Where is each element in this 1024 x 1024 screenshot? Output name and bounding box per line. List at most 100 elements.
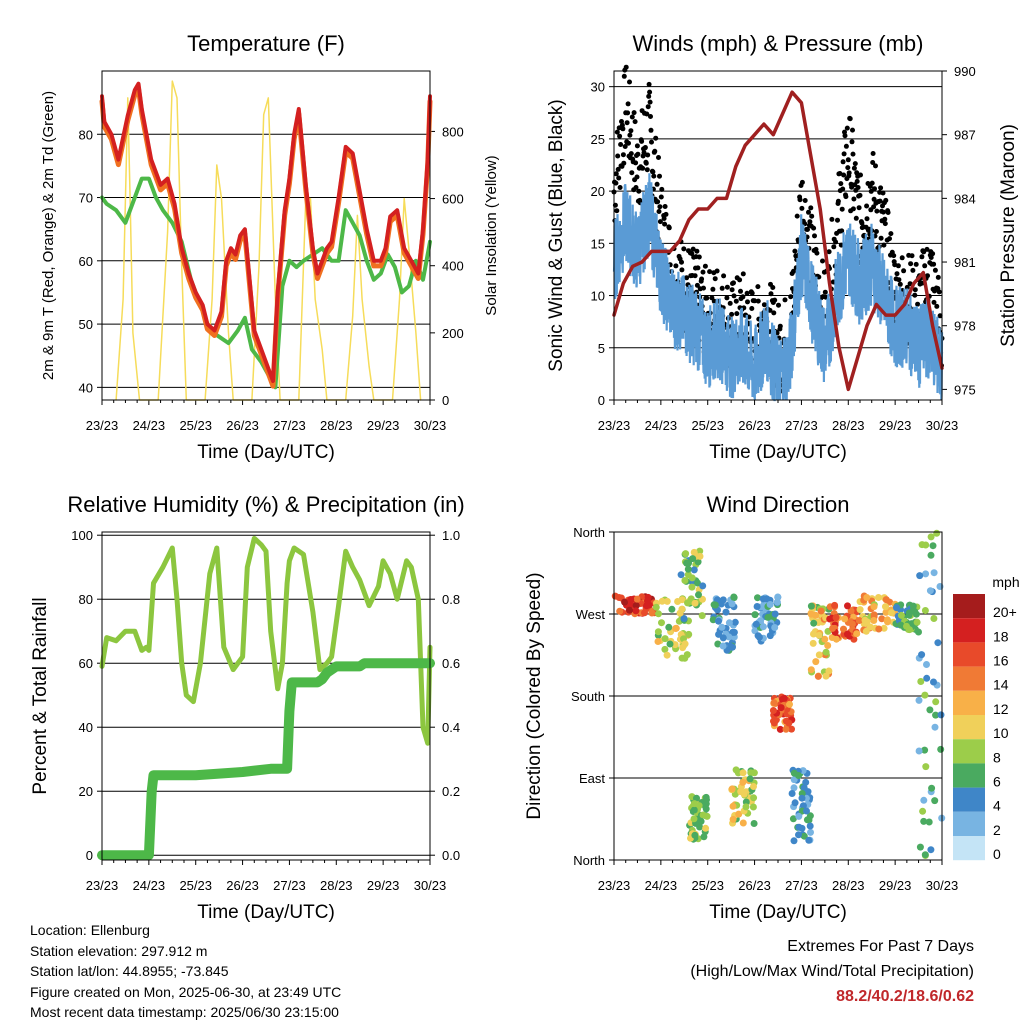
direction-point <box>681 640 689 648</box>
y-axis-label: Sonic Wind & Gust (Blue, Black) <box>546 99 567 371</box>
direction-point <box>916 572 924 580</box>
direction-point <box>897 621 905 629</box>
y2-tick-label: 200 <box>442 326 464 341</box>
direction-point <box>715 617 722 625</box>
direction-point <box>807 828 814 836</box>
x-axis-label: Time (Day/UTC) <box>709 902 847 923</box>
gust-point <box>871 196 877 202</box>
direction-point <box>754 594 761 602</box>
x-tick-label: 27/23 <box>273 418 306 433</box>
gust-point <box>855 185 861 190</box>
direction-point <box>694 579 701 587</box>
recent-data-timestamp: Most recent data timestamp: 2025/06/30 2… <box>30 1004 339 1020</box>
gust-point <box>733 298 739 304</box>
direction-point <box>722 608 730 616</box>
gust-point <box>859 220 865 226</box>
temp9m-line <box>99 86 433 389</box>
direction-point <box>671 641 679 649</box>
direction-point <box>844 602 851 610</box>
direction-point <box>691 599 699 607</box>
direction-point <box>810 619 818 627</box>
chart-title: Relative Humidity (%) & Precipitation (i… <box>67 492 464 517</box>
gust-point <box>619 119 624 124</box>
gust-point <box>845 165 851 171</box>
direction-point <box>915 747 923 755</box>
gust-point <box>648 127 654 133</box>
gust-point <box>856 205 862 211</box>
direction-point <box>923 661 930 668</box>
gust-point <box>666 225 672 231</box>
gust-point <box>621 160 627 166</box>
gust-point <box>658 194 664 200</box>
direction-point <box>684 565 692 573</box>
gust-point <box>835 198 841 204</box>
gust-point <box>882 221 888 227</box>
gust-point <box>853 215 859 221</box>
direction-point <box>911 608 919 615</box>
gust-point <box>628 128 634 134</box>
direction-point <box>696 547 704 555</box>
legend-swatch <box>953 666 985 691</box>
gust-point <box>694 248 700 254</box>
gust-point <box>880 190 886 196</box>
gust-point <box>812 233 817 239</box>
direction-point <box>753 603 761 610</box>
direction-point <box>817 607 825 615</box>
direction-point <box>678 654 686 662</box>
direction-point <box>795 823 803 831</box>
gust-point <box>613 171 619 177</box>
gust-point <box>690 246 696 252</box>
gust-point <box>849 139 855 145</box>
direction-point <box>932 711 940 719</box>
direction-point <box>703 796 710 804</box>
gust-point <box>659 186 665 192</box>
x-tick-label: 24/23 <box>645 878 678 893</box>
x-tick-label: 23/23 <box>86 418 119 433</box>
direction-point <box>934 639 942 647</box>
gust-point <box>843 143 849 149</box>
gust-point <box>745 299 750 305</box>
gust-point <box>908 261 914 267</box>
gust-point <box>719 285 725 291</box>
direction-point <box>689 555 697 563</box>
direction-point <box>731 618 739 626</box>
x-tick-label: 26/23 <box>738 418 771 433</box>
gust-point <box>864 203 870 209</box>
direction-point <box>746 775 754 783</box>
direction-point <box>739 819 747 827</box>
gust-point <box>887 236 892 242</box>
y-axis-label: Percent & Total Rainfall <box>30 597 51 794</box>
gust-point <box>653 135 659 141</box>
direction-point <box>931 797 939 805</box>
direction-point <box>815 631 823 639</box>
gust-point <box>788 294 794 300</box>
gust-point <box>910 267 916 273</box>
direction-point <box>803 816 811 824</box>
gust-point <box>755 284 761 290</box>
direction-point <box>709 616 717 624</box>
gust-point <box>636 188 642 194</box>
legend-label: 8 <box>993 749 1001 765</box>
station-elevation: Station elevation: 297.912 m <box>30 942 208 959</box>
direction-point <box>665 623 673 631</box>
gust-point <box>776 302 781 308</box>
direction-point <box>847 607 855 615</box>
gust-point <box>811 225 817 231</box>
direction-point <box>714 640 722 648</box>
gust-point <box>794 213 800 219</box>
direction-point <box>788 725 795 733</box>
gust-point <box>870 160 876 165</box>
y-axis-label: Direction (Colored By Speed) <box>524 572 545 819</box>
direction-point <box>930 615 938 622</box>
y2-tick-label: 975 <box>954 382 976 397</box>
gust-point <box>792 248 798 254</box>
gust-point <box>872 186 877 192</box>
gust-point <box>896 277 902 283</box>
gust-point <box>657 219 663 225</box>
direction-point <box>739 769 747 777</box>
direction-point <box>931 723 939 731</box>
direction-point <box>925 818 933 826</box>
direction-point <box>632 607 640 615</box>
gust-point <box>615 166 621 172</box>
figure-created: Figure created on Mon, 2025-06-30, at 23… <box>30 983 342 1000</box>
